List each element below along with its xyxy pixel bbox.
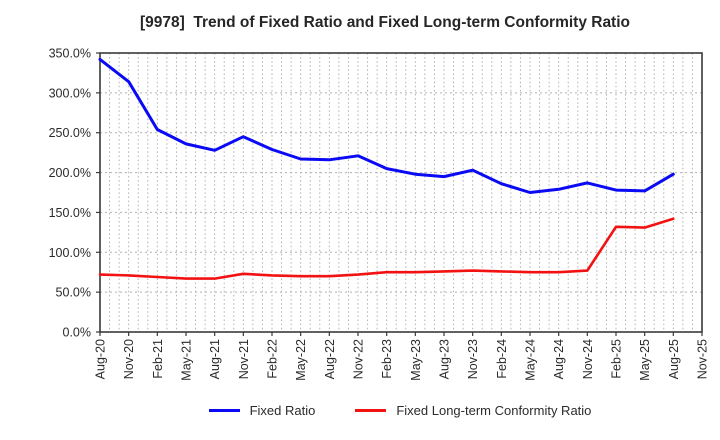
x-tick-label: Feb-24 [495,339,509,379]
y-tick-label: 200.0% [49,166,91,180]
x-tick-label: Nov-23 [466,339,480,379]
x-tick-label: May-25 [638,339,652,381]
chart-title: [9978] Trend of Fixed Ratio and Fixed Lo… [139,14,630,31]
legend: Fixed Ratio Fixed Long-term Conformity R… [80,403,720,418]
x-tick-label: Nov-21 [237,339,251,379]
fixed-long-term-conformity-ratio-line [98,217,675,280]
fixed-long-term-conformity-ratio-line-swatch [355,409,387,412]
x-tick-label: Aug-23 [438,339,452,379]
fixed-ratio-line [98,57,675,194]
x-tick-label: Nov-22 [352,339,366,379]
x-tick-label: Aug-20 [94,339,108,379]
y-tick-label: 350.0% [49,47,91,61]
legend-item-fixed-long-term-conformity-ratio: Fixed Long-term Conformity Ratio [355,403,591,418]
y-tick-label: 50.0% [56,286,91,300]
x-tick-label: Aug-22 [323,339,337,379]
y-tick-label: 250.0% [49,126,91,140]
x-tick-label: Aug-24 [552,339,566,379]
x-tick-label: May-24 [524,339,538,381]
x-tick-label: Feb-23 [380,339,394,379]
y-tick-label: 150.0% [49,206,91,220]
x-tick-label: May-21 [180,339,194,381]
legend-item-fixed-ratio: Fixed Ratio [208,403,316,418]
fixed-ratio-legend-label: Fixed Ratio [249,403,316,418]
x-tick-label: May-22 [294,339,308,381]
plot-frame [99,52,703,333]
x-tick-label: Feb-21 [151,339,165,379]
x-tick-label: Nov-24 [581,339,595,379]
y-tick-label: 0.0% [63,326,92,340]
x-tick-label: Feb-22 [266,339,280,379]
x-tick-label: Nov-25 [696,339,710,379]
y-tick-label: 300.0% [49,86,91,100]
x-tick-label: Feb-25 [610,339,624,379]
x-tick-label: Nov-20 [122,339,136,379]
fixed-long-term-conformity-ratio-legend-label: Fixed Long-term Conformity Ratio [396,403,592,418]
x-tick-label: May-23 [409,339,423,381]
fixed-ratio-line-swatch [208,409,240,412]
x-tick-label: Aug-21 [208,339,222,379]
y-tick-label: 100.0% [49,246,91,260]
x-tick-label: Aug-25 [667,339,681,379]
